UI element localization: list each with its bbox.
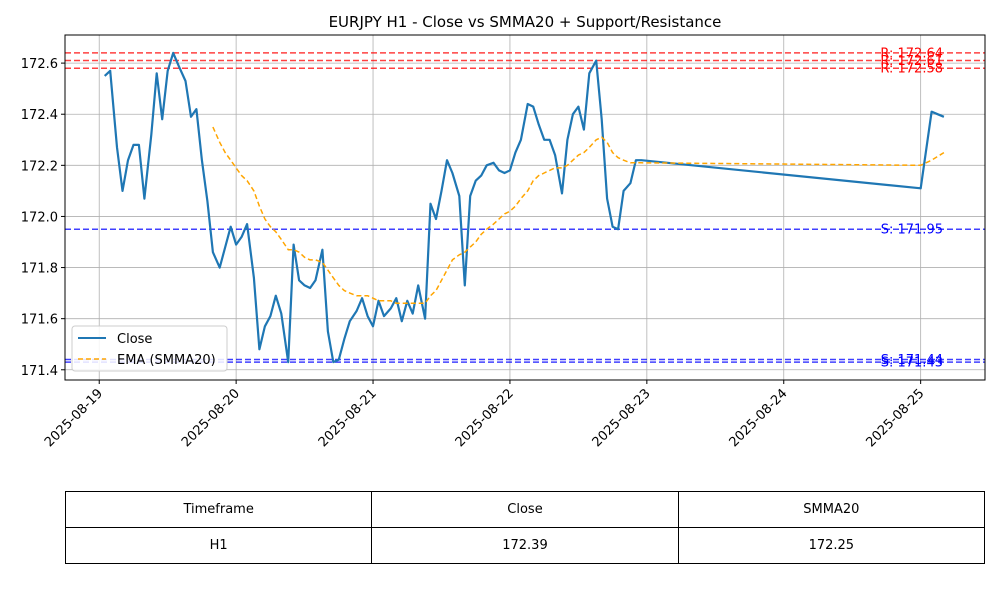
series-line-close — [103, 51, 945, 364]
legend-smma-label: EMA (SMMA20) — [117, 353, 216, 368]
y-tick-label: 171.8 — [21, 262, 58, 277]
series-lines — [103, 51, 945, 364]
y-tick-label: 172.2 — [21, 159, 58, 174]
table-cell-close: 172.39 — [371, 527, 679, 564]
y-tick-label: 172.4 — [21, 108, 58, 123]
legend-box — [71, 325, 228, 372]
grid — [65, 35, 985, 380]
support-label: S: 171.43 — [881, 356, 943, 371]
table-cell-smma20: 172.25 — [677, 527, 986, 564]
y-tick-label: 171.4 — [21, 364, 58, 379]
y-tick-label: 172.6 — [21, 57, 58, 72]
chart-title: EURJPY H1 - Close vs SMMA20 + Support/Re… — [329, 13, 722, 31]
table-header-timeframe: Timeframe — [64, 491, 373, 528]
series-line-smma20 — [212, 126, 945, 305]
legend: Close EMA (SMMA20) — [71, 325, 228, 372]
y-tick-label: 171.6 — [21, 313, 58, 328]
table-header-smma20: SMMA20 — [677, 491, 986, 528]
plot-frame — [64, 34, 986, 381]
support-label: S: 171.95 — [881, 223, 943, 238]
resistance-label: R: 172.58 — [880, 62, 943, 77]
table-header-row: Timeframe Close SMMA20 — [64, 491, 986, 528]
y-axis: 171.4 171.6 171.8 172.0 172.2 172.4 172.6 — [21, 57, 65, 379]
table-header-close: Close — [371, 491, 679, 528]
legend-close-label: Close — [117, 332, 152, 347]
y-tick-label: 172.0 — [21, 210, 58, 225]
table-cell-timeframe: H1 — [64, 527, 373, 564]
resistance-label: R: 172.64 — [880, 46, 943, 61]
table-row: H1 172.39 172.25 — [64, 527, 986, 564]
resistance-label: R: 172.61 — [880, 54, 943, 69]
chart-svg: EURJPY H1 - Close vs SMMA20 + Support/Re… — [20, 13, 986, 451]
level-labels: R: 172.64R: 172.61R: 172.58 S: 171.95 S: 1… — [880, 46, 943, 370]
summary-table: Timeframe Close SMMA20 H1 172.39 172.25 — [64, 491, 986, 564]
support-label: S: 171.44 — [881, 353, 943, 368]
